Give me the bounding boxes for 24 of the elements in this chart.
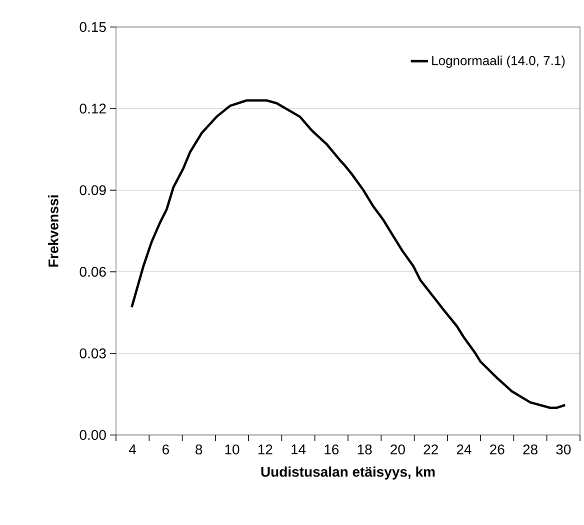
y-tick-label: 0.00 [80, 430, 106, 440]
x-tick-label: 28 [523, 444, 538, 454]
y-tick-label: 0.12 [80, 104, 106, 114]
x-tick-label: 12 [258, 444, 272, 454]
x-tick-label: 20 [390, 444, 405, 454]
x-tick-label: 30 [556, 444, 571, 454]
x-tick-label: 16 [324, 444, 339, 454]
x-tick-label: 10 [225, 444, 240, 454]
y-tick-label: 0.15 [80, 22, 106, 32]
line-series [130, 99, 566, 409]
legend-label: Lognormaali (14.0, 7.1) [432, 56, 565, 68]
x-tick-label: 6 [162, 444, 169, 454]
x-tick-label: 26 [490, 444, 504, 454]
x-tick-label: 18 [358, 444, 372, 454]
y-tick-label: 0.06 [80, 266, 106, 277]
x-axis-title: Uudistusalan etäisyys, km [261, 466, 435, 480]
x-tick-label: 14 [292, 444, 306, 454]
x-tick-label: 8 [196, 444, 202, 454]
y-axis-title: Frekvenssi [48, 195, 58, 267]
y-tick-label: 0.03 [80, 348, 106, 358]
x-tick-label: 4 [128, 444, 136, 454]
x-tick-label: 22 [424, 444, 438, 454]
y-tick-label: 0.09 [80, 185, 106, 196]
x-tick-label: 24 [456, 444, 472, 454]
